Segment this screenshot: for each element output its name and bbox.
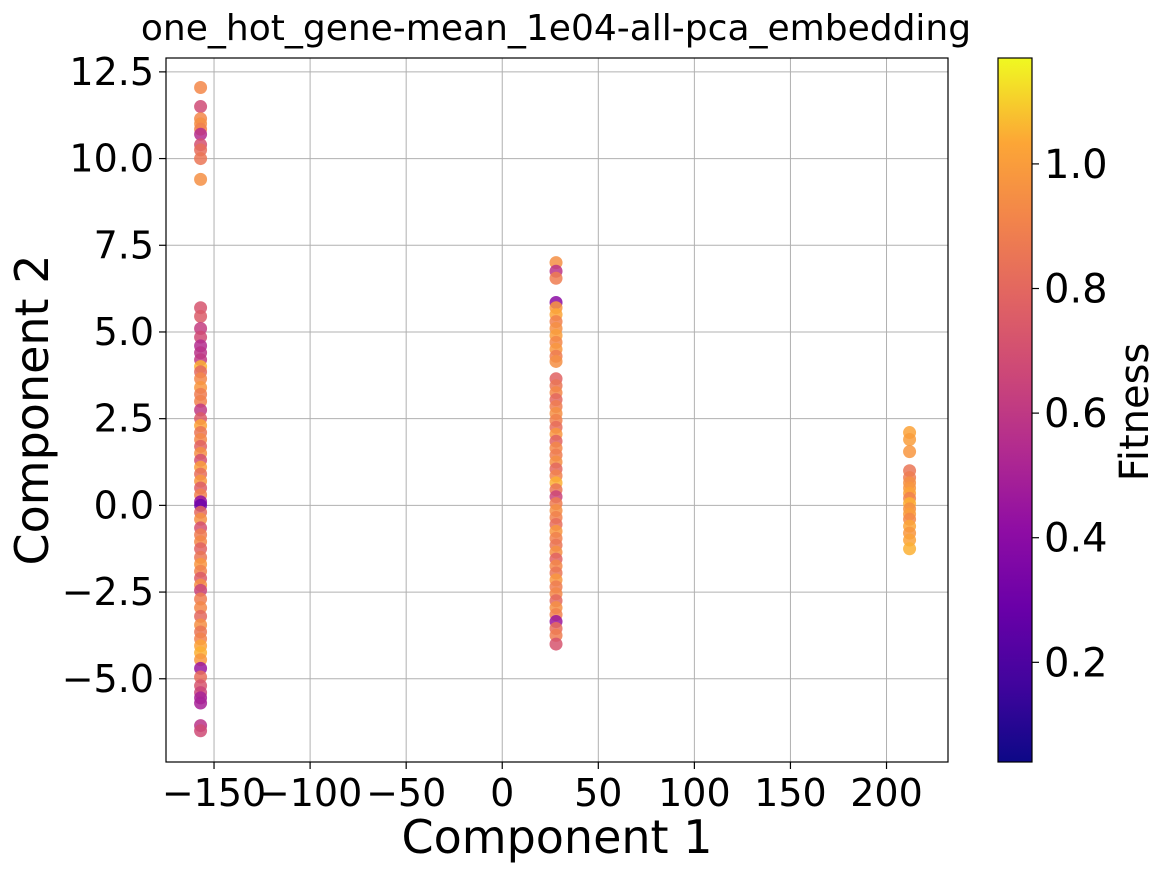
scatter-point	[194, 100, 208, 114]
scatter-point	[194, 152, 208, 166]
y-tick-label: 2.5	[94, 397, 154, 441]
scatter-point	[194, 172, 208, 186]
y-tick-label: 12.5	[69, 50, 154, 94]
y-tick-label: 7.5	[94, 223, 154, 267]
colorbar-tick-label: 0.6	[1044, 391, 1108, 437]
scatter-point	[903, 432, 917, 446]
colorbar-tick-label: 1.0	[1044, 142, 1108, 188]
x-ticks: −150−100 −50 0 50 100 150 200	[162, 762, 923, 815]
colorbar-tick-label: 0.8	[1044, 267, 1108, 313]
scatter-point	[903, 445, 917, 459]
x-tick-label: −50	[366, 771, 446, 815]
plot-frame	[165, 57, 949, 763]
x-tick-label: 50	[574, 771, 622, 815]
colorbar	[997, 57, 1033, 763]
colorbar-label: Fitness	[1112, 343, 1158, 482]
y-axis-label: Component 2	[5, 255, 59, 566]
x-tick-label: 0	[490, 771, 514, 815]
scatter-point	[194, 309, 208, 323]
y-tick-label: 5.0	[94, 310, 154, 354]
scatter-point	[194, 724, 208, 738]
colorbar-tick-label: 0.2	[1044, 640, 1108, 686]
scatter-point	[549, 354, 563, 368]
scatter-point	[194, 696, 208, 710]
x-axis-label: Component 1	[402, 810, 713, 864]
scatter-points	[194, 80, 917, 738]
x-tick-label: −100	[258, 771, 362, 815]
x-tick-label: 100	[658, 771, 731, 815]
scatter-point	[194, 127, 208, 141]
scatter-point	[549, 271, 563, 285]
y-ticks: −5.0 −2.5 0.0 2.5 5.0 7.5 10.0 12.5	[62, 50, 166, 701]
y-tick-label: 10.0	[69, 137, 154, 181]
y-tick-label: 0.0	[94, 483, 154, 527]
x-tick-label: 150	[754, 771, 827, 815]
scatter-point	[549, 637, 563, 651]
x-tick-label: −150	[162, 771, 266, 815]
x-tick-label: 200	[850, 771, 923, 815]
chart-title: one_hot_gene-mean_1e04-all-pca_embedding	[141, 8, 971, 49]
colorbar-ticks: 0.2 0.4 0.6 0.8 1.0	[1032, 142, 1108, 686]
y-tick-label: −5.0	[62, 657, 154, 701]
scatter-point	[194, 80, 208, 94]
y-tick-label: −2.5	[62, 570, 154, 614]
colorbar-tick-label: 0.4	[1044, 516, 1108, 562]
scatter-point	[903, 542, 917, 556]
